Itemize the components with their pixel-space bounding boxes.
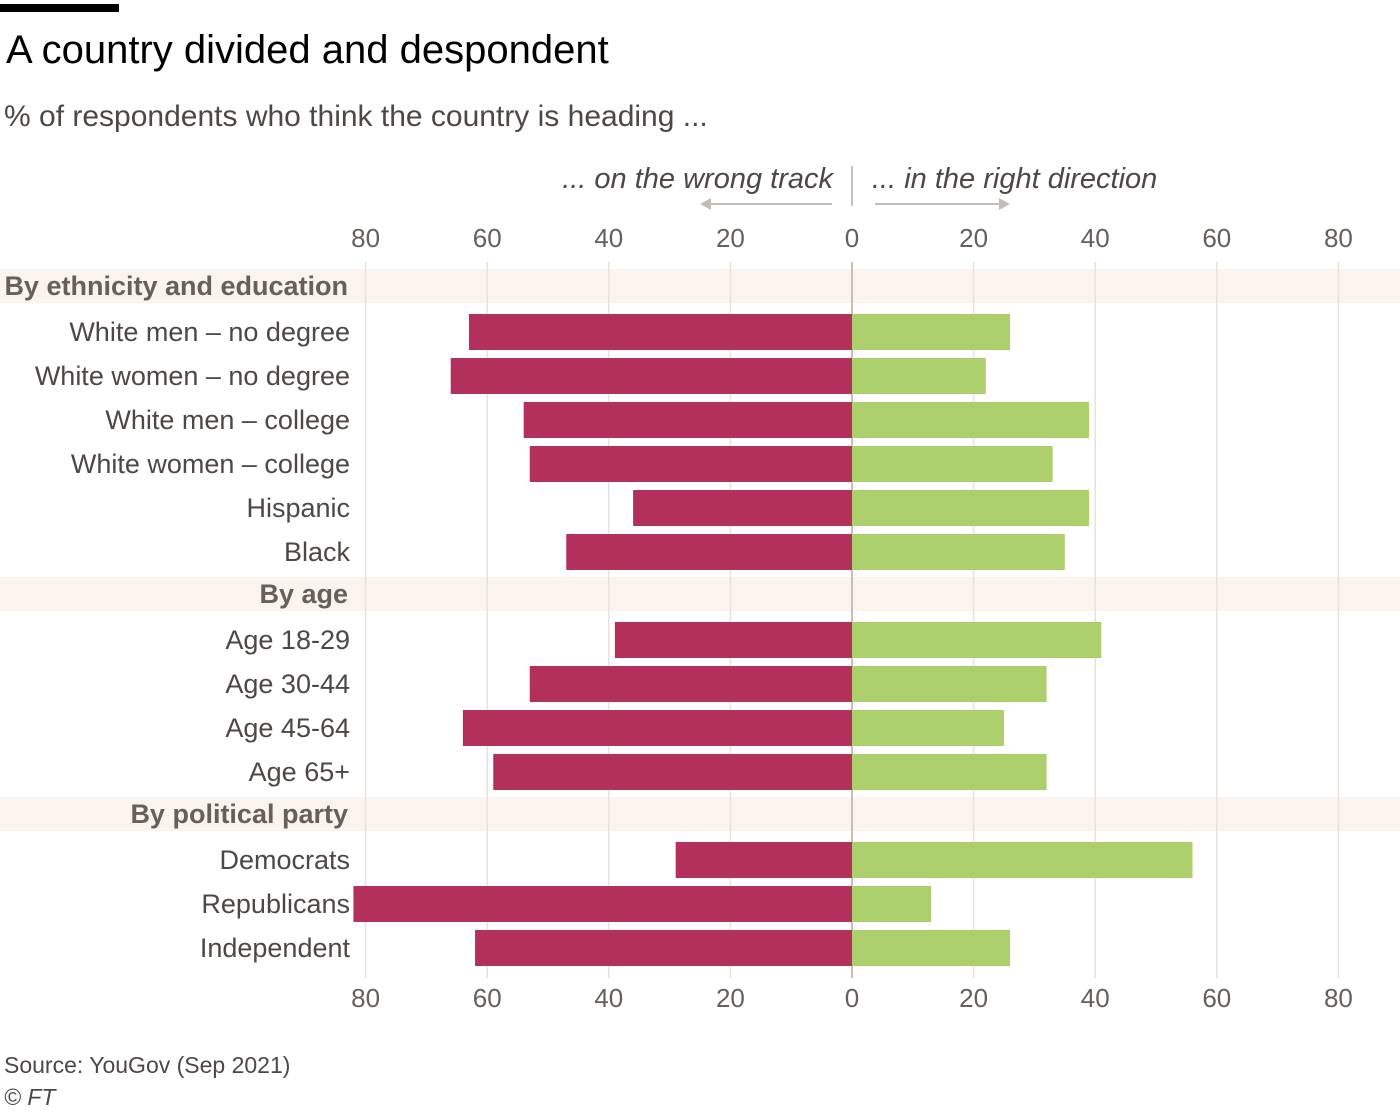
bar-wrong-track [462,710,852,746]
x-tick-label-top: 20 [716,223,745,253]
category-label: Age 65+ [249,757,350,787]
category-label: Age 18-29 [225,625,350,655]
category-label: Age 45-64 [225,713,350,743]
bar-wrong-track [523,402,852,438]
x-tick-label-bottom: 60 [1202,983,1231,1013]
bar-wrong-track [475,930,852,966]
x-tick-label-top: 40 [594,223,623,253]
category-label: Republicans [201,889,350,919]
category-label: Independent [200,933,351,963]
x-tick-label-top: 60 [1202,223,1231,253]
category-label: White men – no degree [69,317,350,347]
bar-right-direction [852,534,1065,570]
top-accent-bar [0,4,119,12]
bar-wrong-track [450,358,852,394]
left-direction-header: ... on the wrong track [562,163,834,195]
left-arrowhead [700,198,711,210]
bar-right-direction [852,930,1011,966]
group-band [0,577,1400,611]
x-tick-label-top: 40 [1081,223,1110,253]
bar-wrong-track [529,666,852,702]
bar-wrong-track [675,842,852,878]
x-tick-label-top: 20 [959,223,988,253]
category-label: Age 30-44 [225,669,350,699]
bar-right-direction [852,402,1090,438]
bar-right-direction [852,314,1011,350]
group-band [0,269,1400,303]
bar-right-direction [852,842,1193,878]
right-direction-header: ... in the right direction [872,163,1157,195]
right-arrowhead [999,198,1010,210]
category-label: White women – college [71,449,350,479]
bar-wrong-track [468,314,852,350]
bar-right-direction [852,886,932,922]
x-tick-label-bottom: 80 [351,983,380,1013]
bar-wrong-track [493,754,852,790]
group-band [0,797,1400,831]
bar-wrong-track [633,490,852,526]
x-tick-label-top: 80 [351,223,380,253]
group-label: By political party [130,799,348,829]
x-tick-label-bottom: 20 [716,983,745,1013]
bar-right-direction [852,358,986,394]
chart-title: A country divided and despondent [6,28,609,72]
category-label: White women – no degree [35,361,350,391]
x-tick-label-bottom: 20 [959,983,988,1013]
bar-right-direction [852,490,1090,526]
diverging-bar-chart: 80 60 40 20 0 20 40 60 80 80 60 40 20 0 20 40 60 80 ... on… [0,163,1400,1013]
chart-subtitle: % of respondents who think the country i… [4,100,708,133]
bar-wrong-track [353,886,852,922]
x-tick-label-top: 0 [845,223,859,253]
bar-right-direction [852,710,1004,746]
group-label: By ethnicity and education [4,271,348,301]
x-tick-label-bottom: 0 [845,983,859,1013]
bar-right-direction [852,754,1047,790]
category-label: Black [284,537,351,567]
bar-wrong-track [529,446,852,482]
bar-wrong-track [614,622,852,658]
category-label: Democrats [219,845,350,875]
source-note: Source: YouGov (Sep 2021) [4,1052,291,1078]
x-tick-label-bottom: 40 [1081,983,1110,1013]
x-tick-label-top: 80 [1324,223,1353,253]
copyright-note: © FT [4,1084,56,1110]
bar-right-direction [852,666,1047,702]
bar-wrong-track [566,534,852,570]
group-label: By age [259,579,348,609]
x-tick-label-bottom: 40 [594,983,623,1013]
category-label: Hispanic [246,493,350,523]
x-tick-label-bottom: 60 [473,983,502,1013]
bar-right-direction [852,622,1102,658]
category-label: White men – college [105,405,350,435]
x-tick-label-bottom: 80 [1324,983,1353,1013]
bar-right-direction [852,446,1053,482]
x-tick-label-top: 60 [473,223,502,253]
